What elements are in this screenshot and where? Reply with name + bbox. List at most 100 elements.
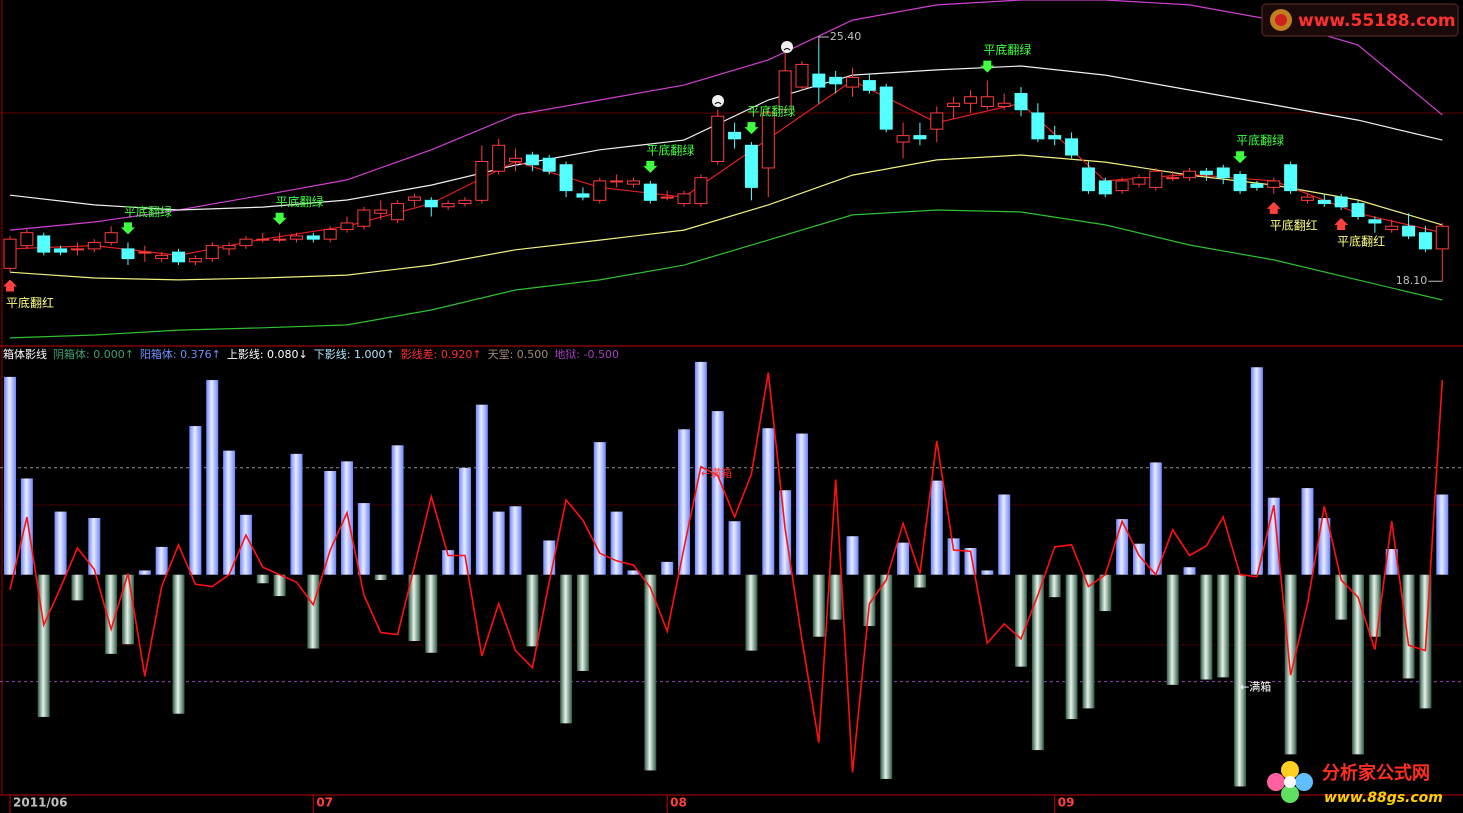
bar xyxy=(509,506,522,575)
signal-label: 平底翻绿 xyxy=(124,204,172,219)
candle-body xyxy=(1048,135,1062,140)
bar xyxy=(1065,574,1078,720)
candle-body xyxy=(1351,203,1365,218)
candle-body xyxy=(896,135,910,143)
candle-body xyxy=(778,70,792,111)
reference-label: ←满箱 xyxy=(1240,680,1271,694)
signal-label: 平底翻红 xyxy=(1337,234,1385,249)
candle-body xyxy=(1065,138,1079,156)
bar xyxy=(610,511,623,575)
candle-body xyxy=(795,63,809,88)
candle-body xyxy=(913,135,927,140)
candle-body xyxy=(509,157,523,162)
watermark-flower xyxy=(1281,785,1299,803)
candle-body xyxy=(239,238,253,247)
candle-body xyxy=(1368,219,1382,224)
candle-body xyxy=(1199,170,1213,175)
watermark-flower xyxy=(1284,776,1296,788)
legend-item: 影线差: 0.920↑ xyxy=(401,347,482,361)
bar xyxy=(745,574,758,651)
candle-body xyxy=(87,241,101,250)
bar xyxy=(913,574,926,588)
candle-body xyxy=(155,254,169,260)
bar xyxy=(492,511,505,575)
candle-body xyxy=(1233,173,1247,192)
candle-body xyxy=(1250,183,1264,188)
candle-body xyxy=(374,209,388,214)
candle-body xyxy=(458,199,472,205)
bar xyxy=(425,574,438,653)
candle-body xyxy=(1149,170,1163,188)
candle-body xyxy=(54,248,68,253)
candle-body xyxy=(1031,112,1045,140)
candle-body xyxy=(1284,164,1298,192)
candle-body xyxy=(172,251,186,263)
candle-body xyxy=(846,76,860,88)
signal-arrow xyxy=(1233,151,1248,164)
signal-arrow xyxy=(1266,201,1281,214)
bar xyxy=(273,574,286,597)
face-icon xyxy=(781,41,793,53)
candle-body xyxy=(138,251,152,254)
bar xyxy=(795,433,808,575)
candle-body xyxy=(1385,225,1399,230)
candle-body xyxy=(812,73,826,88)
low-label: 18.10 xyxy=(1396,274,1428,287)
legend-item: 天堂: 0.500 xyxy=(488,348,549,361)
bar xyxy=(1234,574,1247,787)
candle-body xyxy=(306,235,320,240)
bar xyxy=(1301,488,1314,575)
bar xyxy=(341,461,354,575)
bar xyxy=(357,503,370,575)
bar xyxy=(374,574,387,581)
bar xyxy=(1368,574,1381,637)
candle-body xyxy=(963,96,977,104)
bar xyxy=(930,480,943,575)
candle-body xyxy=(761,112,775,169)
candle-body xyxy=(610,180,624,183)
bar xyxy=(256,574,269,584)
legend-item: 下影线: 1.000↑ xyxy=(314,347,395,361)
x-tick-label: 2011/06 xyxy=(13,796,67,810)
signal-label: 平底翻绿 xyxy=(983,42,1031,57)
legend-item: 箱体影线 xyxy=(3,347,47,361)
bar xyxy=(1015,574,1028,667)
candle-body xyxy=(1166,177,1180,180)
candle-body xyxy=(1216,167,1230,179)
signal-label: 平底翻红 xyxy=(1270,217,1318,232)
legend-item: 阳箱体: 0.376↑ xyxy=(140,347,221,361)
face-icon xyxy=(714,102,722,105)
bar xyxy=(880,574,893,779)
signal-arrow xyxy=(3,279,18,292)
candle-body xyxy=(576,193,590,198)
candle-body xyxy=(3,238,17,269)
candle-body xyxy=(37,235,51,253)
bar xyxy=(206,380,219,575)
signal-label: 平底翻绿 xyxy=(646,142,694,157)
candle-body xyxy=(1418,232,1432,250)
watermark-bottom: 分析家公式网 www.88gs.com xyxy=(1267,761,1443,806)
bar xyxy=(290,453,303,575)
bar xyxy=(1031,574,1044,751)
candle-body xyxy=(256,238,270,241)
x-tick-label: 08 xyxy=(670,796,687,810)
bar xyxy=(138,570,151,575)
candle-body xyxy=(677,193,691,205)
bar xyxy=(1385,549,1398,575)
signal-label: 平底翻绿 xyxy=(276,194,324,209)
candle-body xyxy=(1334,196,1348,208)
bar xyxy=(560,574,573,724)
bar xyxy=(105,574,118,654)
bar xyxy=(239,514,252,575)
bar xyxy=(391,445,404,575)
bar xyxy=(762,428,775,575)
face-icon xyxy=(712,95,724,107)
candle-body xyxy=(1132,177,1146,185)
watermark-flower xyxy=(1295,773,1313,791)
candle-body xyxy=(424,199,438,208)
bar xyxy=(88,518,101,575)
candle-body xyxy=(1317,199,1331,205)
x-tick-label: 07 xyxy=(316,796,333,810)
candle-body xyxy=(660,196,674,199)
bar xyxy=(543,540,556,575)
